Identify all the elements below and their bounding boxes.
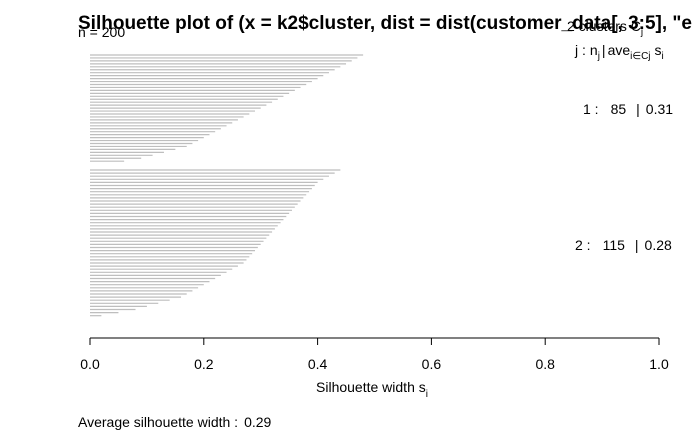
x-tick-label: 0.4: [308, 356, 328, 372]
average-silhouette-width: Average silhouette width :0.29: [78, 414, 272, 430]
x-tick-label: 0.6: [422, 356, 442, 372]
legend-header: j : nj | avei∈Cj si: [574, 42, 664, 62]
cluster-2-legend: 2 :115 | 0.28: [575, 237, 672, 253]
x-tick-label: 0.8: [535, 356, 555, 372]
x-tick-label: 0.0: [80, 356, 100, 372]
x-tick-label: 1.0: [649, 356, 669, 372]
silhouette-bars: [90, 54, 364, 317]
clusters-label: 2 clusters Cj: [567, 18, 643, 38]
x-tick-label: 0.2: [194, 356, 214, 372]
x-axis-label: Silhouette width si: [316, 379, 428, 400]
cluster-1-legend: 1 :85 | 0.31: [583, 101, 673, 117]
x-axis: 0.0 0.2 0.4 0.6 0.8 1.0: [80, 337, 669, 372]
n-label: n = 200: [78, 24, 125, 40]
chart-title: Silhouette plot of (x = k2$cluster, dist…: [78, 13, 692, 34]
